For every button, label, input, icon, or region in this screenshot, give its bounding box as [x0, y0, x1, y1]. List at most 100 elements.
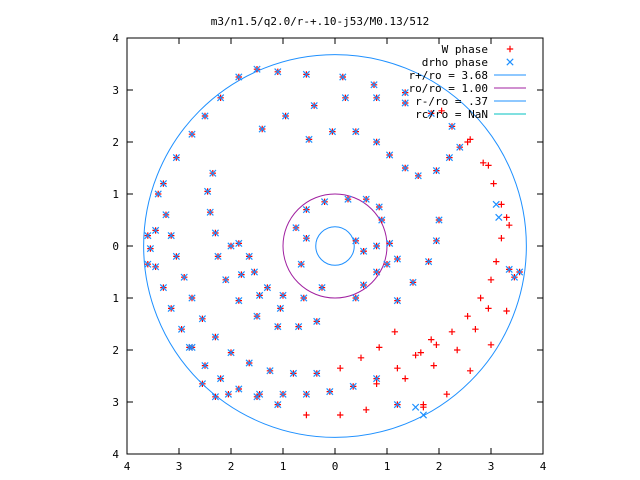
- data-point: [337, 365, 344, 372]
- data-point: [227, 242, 235, 250]
- data-point: [188, 294, 196, 302]
- data-point: [372, 94, 381, 102]
- data-point: [393, 255, 402, 263]
- data-point: [454, 346, 461, 354]
- legend-label: ro/ro = 1.00: [409, 82, 488, 95]
- data-point: [146, 244, 155, 253]
- x-tick-label: 0: [332, 460, 339, 473]
- data-point: [151, 263, 160, 271]
- circle-ro: [282, 193, 388, 299]
- data-point: [394, 365, 401, 372]
- data-point: [289, 369, 298, 378]
- data-point: [253, 312, 261, 320]
- data-point: [167, 231, 175, 240]
- data-point: [487, 276, 495, 283]
- data-point: [235, 73, 243, 81]
- y-tick-label: 2: [112, 344, 119, 357]
- x-tick-label: 4: [124, 460, 131, 473]
- data-point: [302, 234, 311, 242]
- data-point: [359, 281, 368, 289]
- data-point: [279, 291, 287, 300]
- data-point: [222, 276, 230, 284]
- data-point: [401, 99, 409, 107]
- data-point: [430, 362, 437, 369]
- data-point: [162, 211, 170, 219]
- data-point: [159, 283, 168, 292]
- data-point: [401, 88, 409, 97]
- data-point: [258, 125, 266, 133]
- data-point: [363, 406, 370, 413]
- data-point: [448, 328, 456, 335]
- data-point: [359, 247, 368, 255]
- data-point: [417, 349, 424, 356]
- data-point: [498, 235, 505, 242]
- data-point: [274, 322, 282, 331]
- data-point: [492, 200, 500, 209]
- data-point: [185, 343, 194, 352]
- data-point: [456, 143, 464, 151]
- data-point: [445, 153, 454, 162]
- data-point: [495, 213, 503, 222]
- data-point: [467, 136, 474, 143]
- data-point: [493, 258, 500, 265]
- data-point: [297, 260, 305, 268]
- y-tick-label: 3: [112, 396, 119, 409]
- y-tick-label: 0: [112, 240, 119, 253]
- data-point: [237, 270, 246, 279]
- series-drho-phase: [144, 65, 524, 419]
- data-point: [292, 224, 300, 232]
- data-point: [154, 190, 162, 198]
- data-point: [376, 344, 383, 351]
- data-point: [411, 403, 420, 411]
- data-point: [443, 391, 450, 398]
- data-point: [294, 322, 303, 331]
- data-point: [357, 354, 365, 361]
- chart-title: m3/n1.5/q2.0/r-+.10-j53/M0.13/512: [211, 15, 430, 28]
- data-point: [250, 268, 259, 276]
- data-point: [375, 203, 383, 211]
- data-point: [352, 294, 360, 302]
- data-point: [201, 361, 209, 370]
- data-point: [167, 304, 175, 313]
- data-point: [172, 252, 181, 261]
- data-point: [313, 317, 321, 326]
- data-point: [209, 169, 217, 177]
- data-point: [503, 214, 510, 221]
- data-point: [320, 198, 329, 206]
- data-point: [203, 187, 212, 196]
- data-point: [412, 352, 419, 359]
- data-point: [383, 260, 391, 268]
- legend-label: W phase: [442, 43, 488, 56]
- data-point: [432, 166, 441, 175]
- x-tick-label: 2: [228, 460, 235, 473]
- data-point: [349, 382, 357, 391]
- data-point: [245, 252, 253, 261]
- data-point: [464, 313, 471, 320]
- data-point: [318, 283, 326, 292]
- legend-label: r+/ro = 3.68: [409, 69, 488, 82]
- data-point: [435, 216, 443, 224]
- data-point: [235, 296, 243, 305]
- y-tick-label: 4: [112, 448, 119, 461]
- data-point: [391, 328, 398, 335]
- data-point: [326, 387, 334, 396]
- data-point: [409, 278, 417, 287]
- data-point: [279, 390, 287, 398]
- data-point: [372, 138, 381, 146]
- data-point: [467, 367, 474, 374]
- data-point: [300, 294, 308, 302]
- data-point: [372, 268, 381, 276]
- x-tick-label: 3: [176, 460, 183, 473]
- data-point: [352, 237, 360, 245]
- x-tick-label: 1: [280, 460, 287, 473]
- data-point: [490, 180, 497, 187]
- data-point: [393, 400, 402, 409]
- x-tick-label: 1: [384, 460, 391, 473]
- data-point: [372, 374, 381, 383]
- data-point: [472, 326, 479, 333]
- data-point: [448, 122, 456, 131]
- data-point: [385, 151, 394, 159]
- data-point: [180, 273, 188, 281]
